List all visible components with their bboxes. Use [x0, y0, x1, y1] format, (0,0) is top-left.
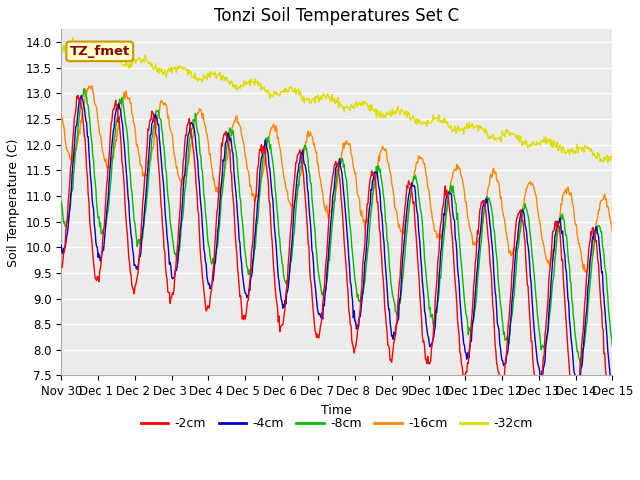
Text: TZ_fmet: TZ_fmet — [70, 45, 130, 58]
Legend: -2cm, -4cm, -8cm, -16cm, -32cm: -2cm, -4cm, -8cm, -16cm, -32cm — [136, 412, 538, 435]
X-axis label: Time: Time — [321, 404, 352, 417]
Title: Tonzi Soil Temperatures Set C: Tonzi Soil Temperatures Set C — [214, 7, 460, 25]
Y-axis label: Soil Temperature (C): Soil Temperature (C) — [7, 138, 20, 266]
